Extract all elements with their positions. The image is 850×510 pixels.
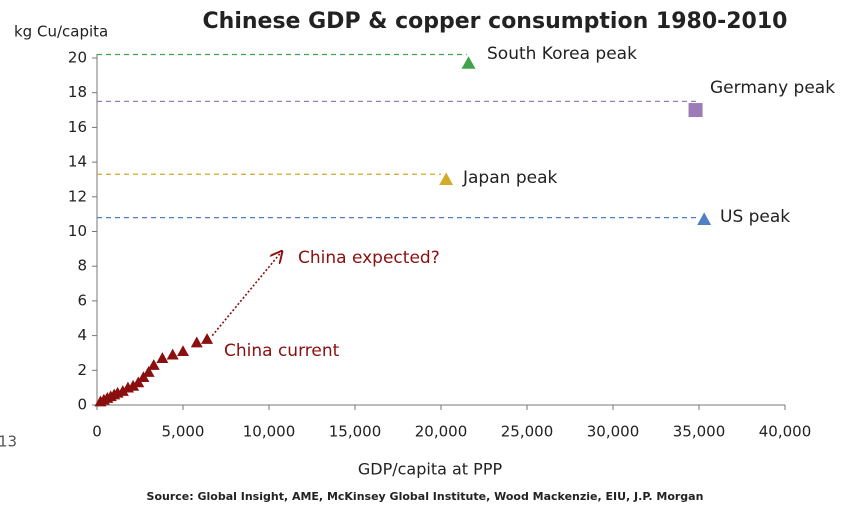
point (201, 333, 214, 344)
point (142, 366, 155, 377)
x-tick-label: 0 (92, 423, 102, 441)
x-tick-label: 35,000 (673, 423, 726, 441)
point (156, 352, 169, 363)
arrow-label: China expected? (298, 248, 440, 268)
chart-title: Chinese GDP & copper consumption 1980-20… (203, 9, 788, 34)
y-tick-label: 2 (77, 361, 87, 379)
x-tick-label: 20,000 (415, 423, 468, 441)
series-label: Japan peak (462, 168, 557, 188)
x-tick-label: 10,000 (243, 423, 296, 441)
y-axis-title: kg Cu/capita (14, 23, 108, 41)
x-tick-label: 30,000 (587, 423, 640, 441)
y-tick-label: 12 (68, 187, 87, 205)
point (166, 348, 179, 360)
point (147, 359, 160, 370)
point (688, 103, 703, 118)
x-tick-label: 40,000 (759, 423, 812, 441)
point (177, 345, 189, 357)
y-tick-label: 14 (68, 153, 87, 171)
y-tick-label: 4 (77, 326, 87, 344)
point (190, 336, 203, 348)
x-axis-title: GDP/capita at PPP (358, 460, 503, 479)
x-tick-label: 25,000 (501, 423, 554, 441)
y-tick-label: 6 (77, 291, 87, 309)
point (116, 385, 129, 396)
y-tick-label: 18 (68, 83, 87, 101)
x-tick-label: 5,000 (162, 423, 205, 441)
y-tick-label: 0 (77, 396, 87, 414)
x-tick-label: 15,000 (329, 423, 382, 441)
point (439, 172, 454, 186)
point (697, 212, 712, 225)
y-tick-label: 10 (68, 222, 87, 240)
expected-arrow (211, 252, 281, 337)
slide-number: 13 (0, 433, 17, 451)
series-label: Germany peak (710, 78, 835, 98)
point (461, 56, 476, 69)
source-note: Source: Global Insight, AME, McKinsey Gl… (147, 490, 704, 503)
y-tick-label: 8 (77, 257, 87, 275)
point (127, 379, 140, 391)
series-label: US peak (720, 207, 790, 227)
series-label: China current (224, 341, 340, 361)
y-tick-label: 16 (68, 118, 87, 136)
series-label: South Korea peak (487, 44, 637, 64)
y-tick-label: 20 (68, 49, 87, 67)
